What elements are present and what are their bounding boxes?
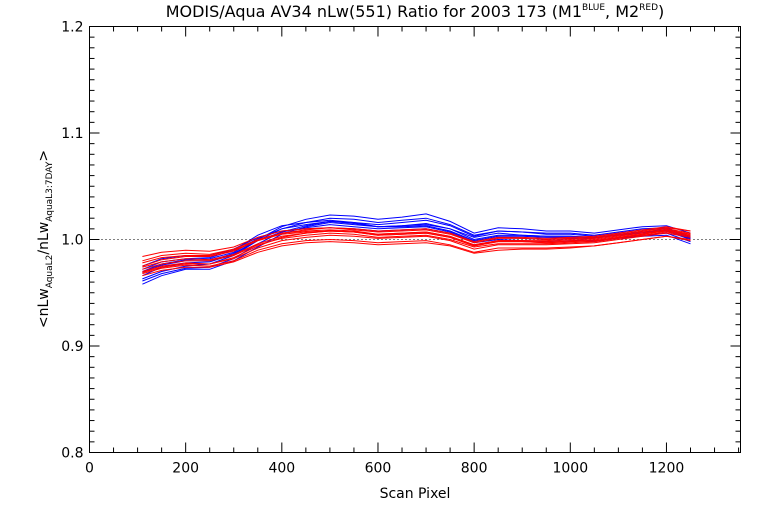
y-axis-ticks: 0.8 0.9 1.0 1.1 1.2 [61, 20, 741, 462]
x-axis-label: Scan Pixel [380, 486, 451, 502]
x-tick-label: 600 [365, 461, 392, 477]
x-axis-ticks: 0 200 400 600 800 1000 1200 [85, 26, 740, 477]
y-axis-label-sub-1: AquaL2 [45, 255, 55, 289]
chart-title-sup-2: RED [639, 3, 658, 13]
series-line-m2-17 [142, 230, 691, 264]
y-tick-label: 1.1 [61, 126, 83, 142]
x-tick-label: 400 [268, 461, 295, 477]
y-tick-label: 0.8 [61, 446, 83, 462]
y-axis-label-sub-2: AquaL3:7DAY [45, 161, 55, 222]
series-line-m1-2 [142, 213, 691, 277]
y-tick-label: 1.2 [61, 20, 83, 36]
series-line-m2-10 [142, 227, 691, 267]
y-tick-label: 0.9 [61, 339, 83, 355]
series-line-m2-14 [142, 235, 691, 277]
series-lines [142, 213, 691, 285]
x-tick-label: 1200 [649, 461, 685, 477]
chart-title-sup-1: BLUE [582, 3, 605, 13]
series-line-m2-15 [142, 226, 691, 257]
chart-title: MODIS/Aqua AV34 nLw(551) Ratio for 2003 … [166, 2, 665, 21]
x-tick-label: 1000 [552, 461, 588, 477]
y-axis-label: <nLwAquaL2/nLwAquaL3:7DAY> [36, 150, 55, 328]
series-line-m2-13 [142, 231, 691, 270]
y-tick-label: 1.0 [61, 233, 83, 249]
series-line-m2-18 [142, 232, 691, 273]
x-tick-label: 800 [461, 461, 488, 477]
x-tick-label: 200 [172, 461, 199, 477]
x-tick-label: 0 [85, 461, 94, 477]
series-line-m1-6 [142, 217, 691, 280]
series-line-m2-16 [142, 229, 691, 268]
